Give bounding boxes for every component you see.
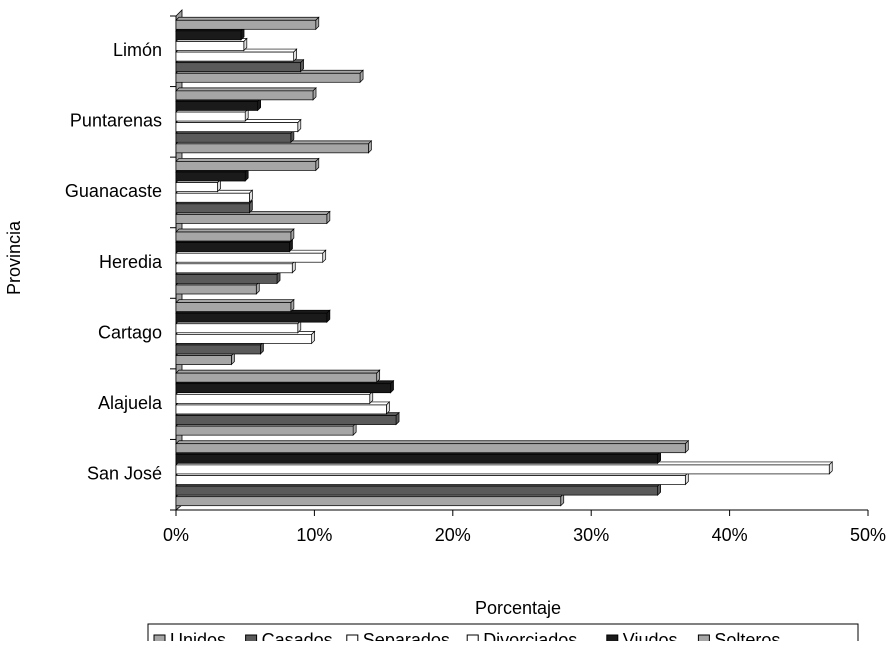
bar: [175, 302, 292, 312]
bar: [175, 19, 317, 30]
x-axis-title: Porcentaje: [475, 598, 561, 618]
bar: [175, 344, 261, 355]
legend-swatch: [466, 634, 479, 646]
bar: [175, 274, 278, 284]
bar: [175, 425, 354, 436]
bar: [175, 464, 830, 475]
bar: [175, 182, 218, 192]
bar: [175, 214, 328, 224]
bar: [175, 72, 361, 83]
bar-depth: [175, 228, 295, 233]
bar: [175, 485, 658, 496]
bar: [175, 355, 232, 365]
x-tick-label: 30%: [573, 525, 609, 545]
bar: [175, 404, 387, 415]
bar: [175, 263, 293, 274]
legend-swatch: [153, 634, 166, 646]
bar: [175, 242, 290, 252]
bar-depth: [175, 158, 320, 162]
bar: [175, 51, 294, 62]
bar: [175, 203, 250, 214]
y-tick-label: Guanacaste: [65, 181, 162, 201]
bar-depth: [175, 87, 317, 92]
bar: [175, 111, 246, 122]
bar: [175, 312, 328, 323]
bar-depth: [175, 369, 381, 374]
bar: [175, 475, 686, 485]
bar: [175, 383, 391, 394]
legend-label: Unidos: [170, 630, 226, 641]
x-tick-label: 50%: [850, 525, 886, 545]
bar: [175, 231, 292, 242]
bar-depth: [175, 299, 295, 303]
bar: [175, 122, 299, 133]
x-tick-label: 40%: [712, 525, 748, 545]
bar: [175, 101, 259, 111]
bar: [175, 372, 378, 383]
bar: [175, 252, 324, 263]
y-tick-label: Heredia: [99, 252, 163, 272]
bar-depth: [175, 16, 320, 21]
y-tick-label: Puntarenas: [70, 111, 162, 131]
bar: [175, 30, 242, 41]
bar: [175, 41, 245, 51]
legend-label: Viudos: [623, 630, 678, 641]
bar: [175, 171, 246, 182]
bar: [175, 496, 562, 507]
bar: [175, 62, 301, 73]
y-tick-label: Limón: [113, 40, 162, 60]
legend-label: Solteros: [714, 630, 780, 641]
legend-label: Divorciados: [483, 630, 577, 641]
bar: [175, 161, 317, 171]
legend-swatch: [245, 634, 258, 646]
bar: [175, 415, 397, 425]
bar-depth: [175, 440, 690, 445]
y-axis-title: Provincia: [4, 220, 24, 295]
bar: [175, 323, 299, 334]
x-tick-label: 20%: [435, 525, 471, 545]
legend-swatch: [606, 634, 619, 646]
bar: [175, 132, 292, 143]
y-tick-label: Alajuela: [98, 393, 163, 413]
bar: [175, 443, 686, 454]
bar: [175, 90, 314, 101]
y-tick-label: San José: [87, 463, 162, 483]
x-tick-label: 10%: [296, 525, 332, 545]
legend-label: Casados: [262, 630, 333, 641]
legend-swatch: [697, 634, 710, 646]
bar: [175, 453, 658, 464]
bar: [175, 334, 312, 344]
legend-swatch: [346, 634, 359, 646]
bar: [175, 284, 257, 295]
x-tick-label: 0%: [163, 525, 189, 545]
bar: [175, 393, 371, 404]
y-tick-label: Cartago: [98, 322, 162, 342]
legend-label: Separados: [363, 630, 450, 641]
bar: [175, 143, 369, 154]
bar: [175, 192, 250, 203]
